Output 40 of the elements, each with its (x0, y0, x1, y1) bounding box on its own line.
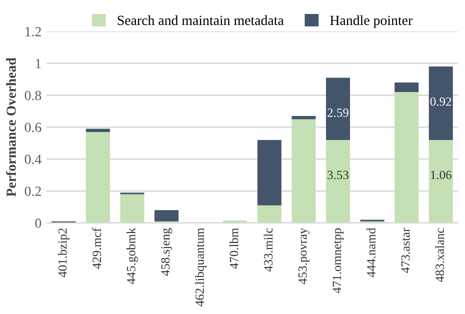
y-tick-label: 0 (35, 218, 42, 228)
y-tick-label: 0.6 (24, 122, 42, 132)
bar (292, 116, 316, 120)
x-tick-label: 483.xalanc (435, 228, 444, 282)
x-tick-label: 445.gobmk (126, 228, 138, 284)
x-tick-label: 462.libquantum (195, 228, 206, 306)
legend-label: Handle pointer (330, 15, 413, 28)
annotation: 3.53 (328, 170, 348, 180)
x-tick-label: 401.bzip2 (58, 228, 70, 278)
x-tick-label: 470.lbm (229, 228, 238, 269)
legend-label: Search and maintain metadata (118, 15, 284, 26)
x-tick-label: 444.namd (366, 228, 376, 278)
x-tick-label: 453.povray (298, 228, 310, 284)
bar (326, 140, 350, 223)
x-tick-label: 429.mcf (92, 228, 102, 269)
bar (394, 92, 419, 223)
y-tick-label: 1 (36, 58, 41, 68)
annotation: 0.92 (430, 97, 452, 106)
y-tick-label: 0.8 (24, 90, 42, 100)
x-tick-label: 458.sjeng (161, 228, 172, 276)
bar (292, 119, 316, 223)
bar (257, 140, 282, 206)
y-tick-label: 0.2 (24, 186, 41, 196)
x-tick-label: 433.milc (264, 228, 273, 272)
y-tick-label: 1.2 (26, 27, 41, 36)
x-tick-label: 473.astar (401, 228, 410, 274)
bar (86, 132, 110, 223)
y-tick-label: 0.4 (24, 154, 42, 164)
bar (428, 140, 453, 223)
y-axis-title: Performance Overhead (6, 58, 16, 197)
x-tick-label: 471.omnetpp (332, 228, 344, 294)
bar (154, 210, 179, 222)
annotation: 2.59 (328, 108, 348, 117)
annotation: 1.06 (431, 170, 452, 180)
bar (428, 66, 453, 140)
bar (394, 82, 419, 92)
bar (257, 205, 282, 223)
bar (86, 128, 110, 132)
bar (120, 194, 144, 223)
bar (326, 78, 350, 140)
